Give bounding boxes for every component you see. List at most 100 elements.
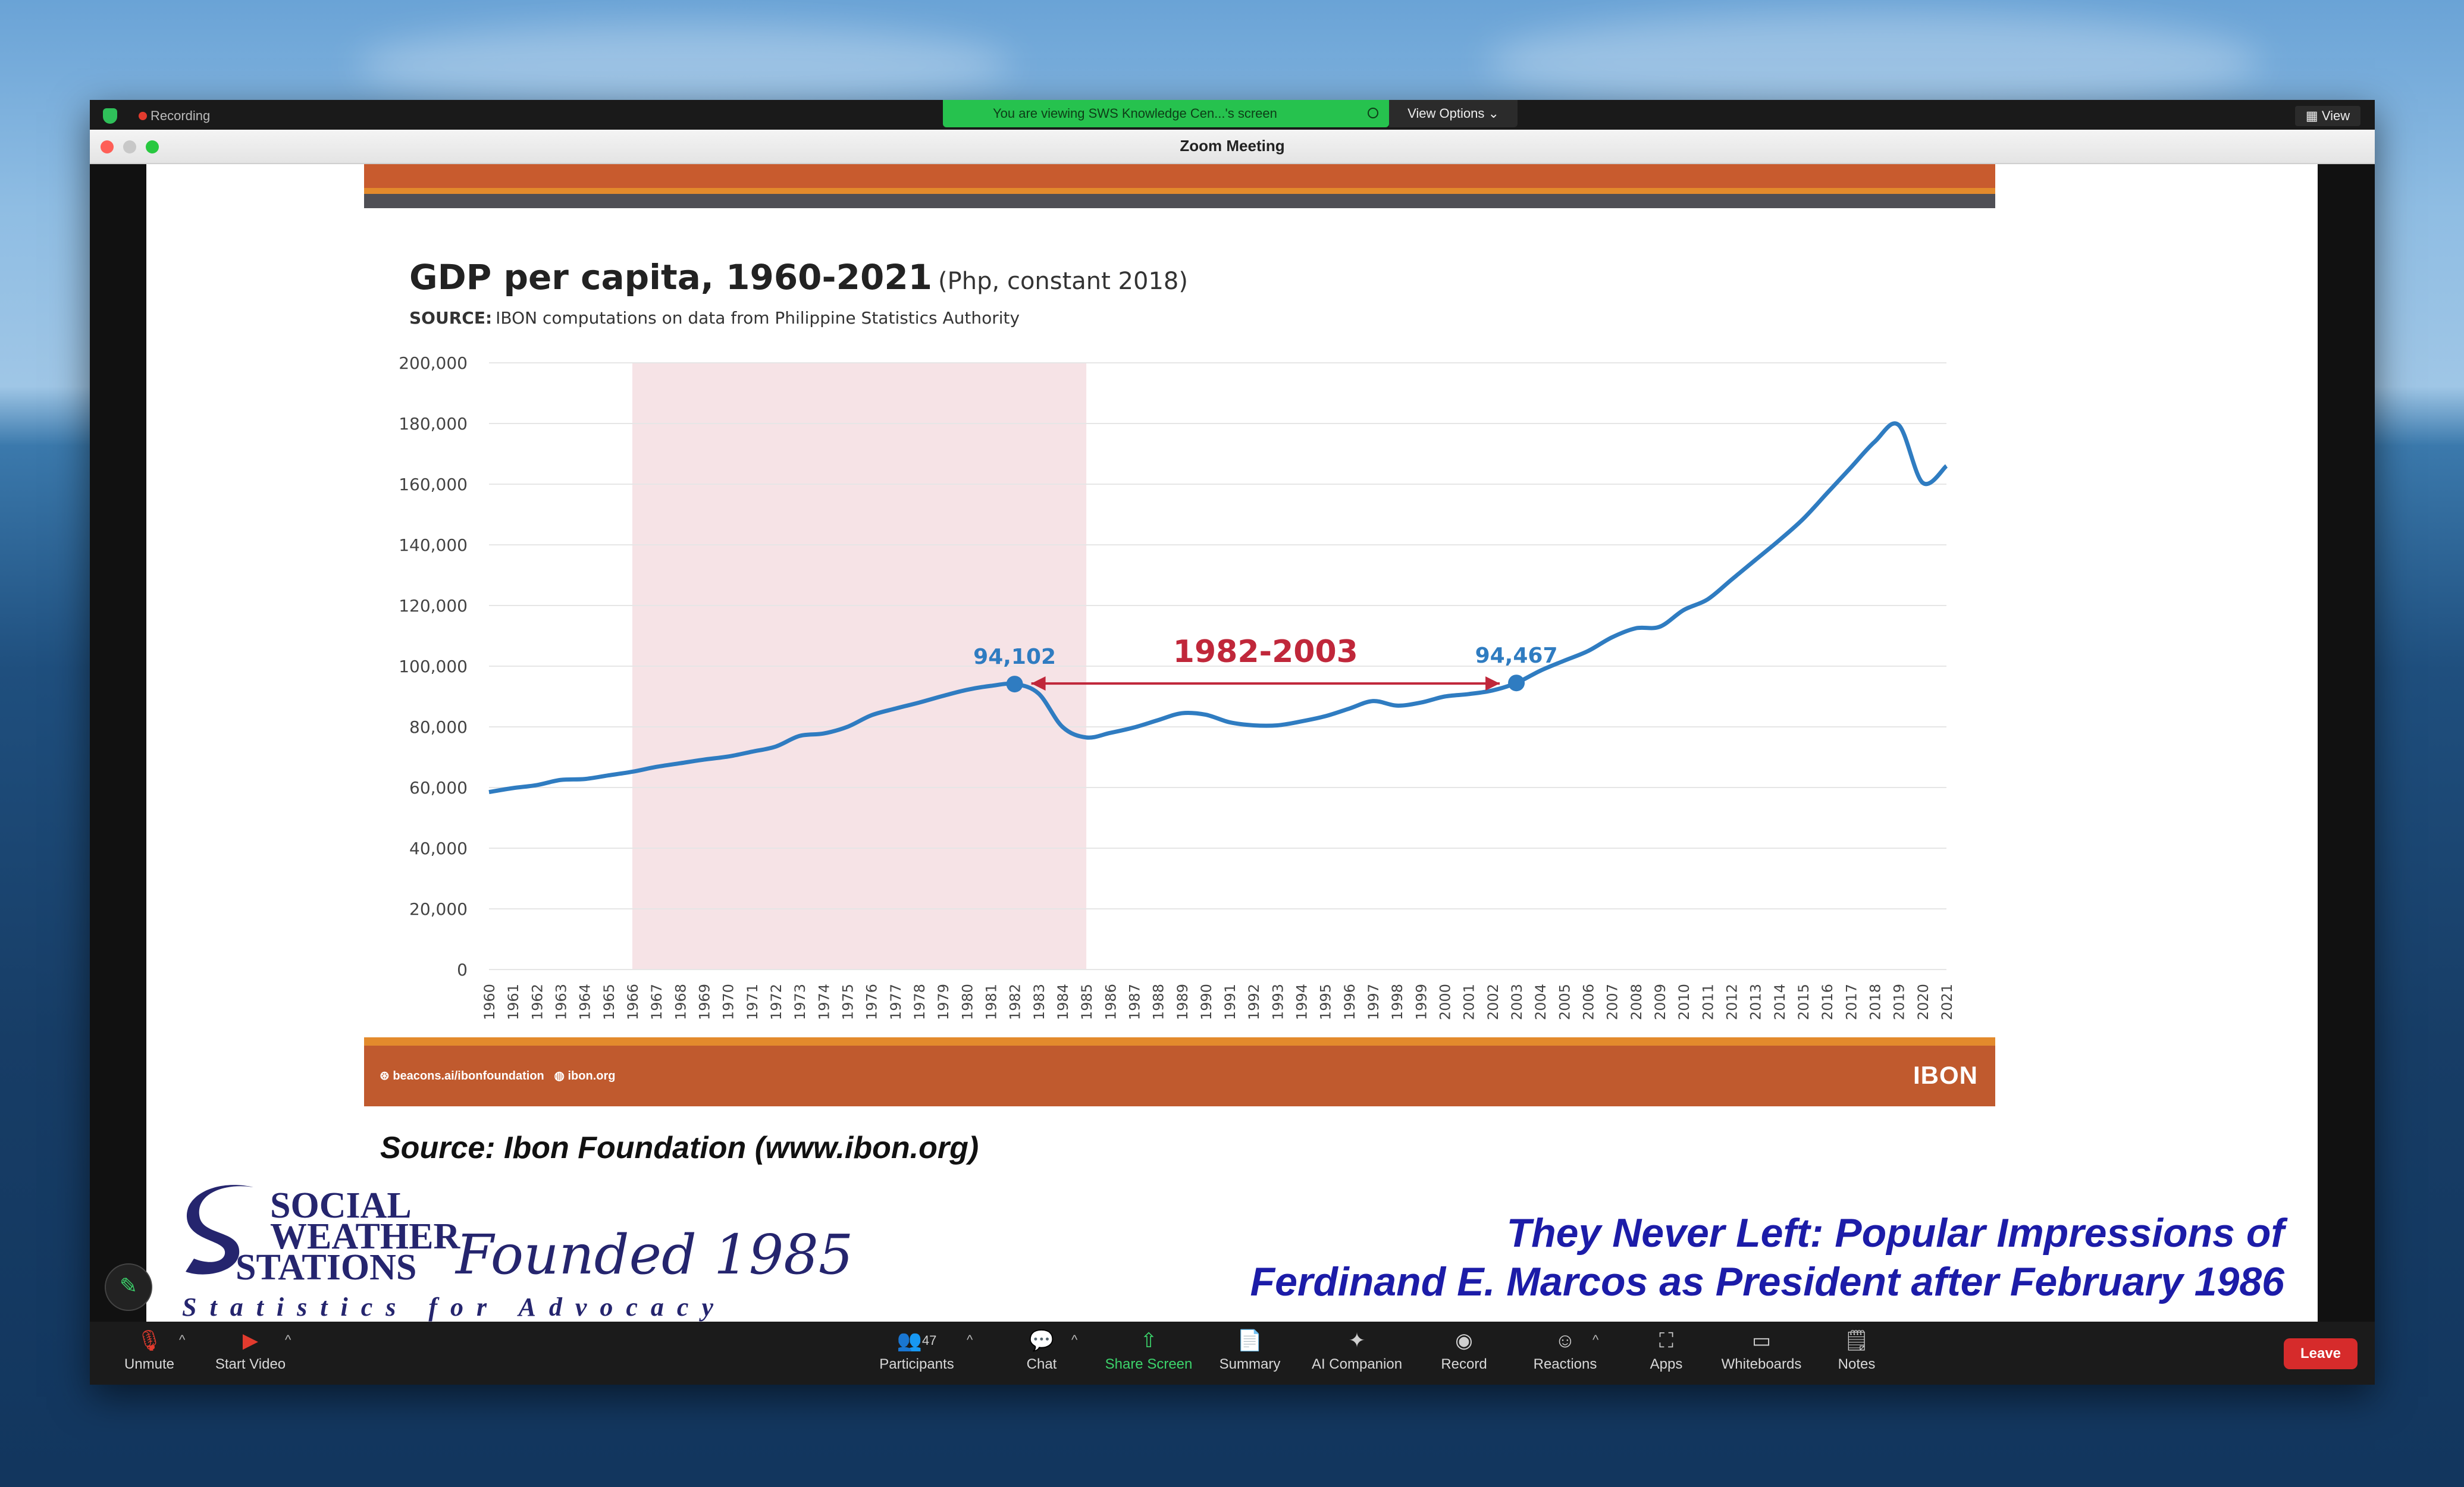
participants-caret[interactable]: ^: [967, 1332, 973, 1347]
reactions-button[interactable]: ☺ Reactions: [1523, 1329, 1607, 1373]
chat-caret[interactable]: ^: [1071, 1332, 1078, 1347]
source-caption: Source: Ibon Foundation (www.ibon.org): [380, 1131, 979, 1165]
y-tick-label: 40,000: [409, 839, 468, 858]
globe-icon: ◍: [554, 1069, 565, 1083]
x-tick-label: 1985: [1079, 984, 1095, 1020]
sws-line3: STATIONS: [236, 1247, 417, 1288]
x-tick-label: 1999: [1413, 984, 1430, 1020]
minimize-window-button[interactable]: [123, 140, 136, 153]
x-tick-label: 2017: [1843, 984, 1860, 1020]
slide-footer-band: [364, 1046, 1995, 1106]
chart-title: GDP per capita, 1960-2021 (Php, constant …: [409, 257, 1188, 297]
view-options-button[interactable]: View Options ⌄: [1389, 100, 1518, 127]
title-bar: Zoom Meeting: [90, 130, 2375, 164]
viewing-banner: You are viewing SWS Knowledge Cen...'s s…: [943, 100, 1389, 127]
x-tick-label: 1988: [1151, 984, 1167, 1020]
x-tick-label: 1983: [1031, 984, 1048, 1020]
x-tick-label: 2000: [1437, 984, 1454, 1020]
chart-plot-area: 0 20,000 40,000 60,000 80,000 100,000 120,000 1…: [399, 353, 1955, 1020]
x-tick-label: 1968: [672, 984, 689, 1020]
x-tick-label: 1991: [1222, 984, 1239, 1020]
x-tick-label: 1966: [625, 984, 641, 1020]
sws-tagline: Statistics for Advocacy: [182, 1293, 726, 1322]
sparkle-icon: ✦: [1348, 1329, 1366, 1352]
x-tick-label: 2001: [1461, 984, 1478, 1020]
view-options-label: View Options: [1407, 106, 1485, 121]
x-tick-label: 1975: [839, 984, 856, 1020]
audio-options-caret[interactable]: ^: [179, 1332, 186, 1347]
apps-icon: ⛶: [1659, 1329, 1673, 1352]
leave-button[interactable]: Leave: [2284, 1338, 2358, 1369]
unmute-button[interactable]: 🎙 Unmute: [114, 1329, 185, 1373]
x-tick-label: 1973: [792, 984, 808, 1020]
x-tick-label: 1993: [1269, 984, 1286, 1020]
record-button[interactable]: ◉ Record: [1428, 1329, 1500, 1373]
video-options-caret[interactable]: ^: [285, 1332, 291, 1347]
apps-button[interactable]: ⛶ Apps: [1637, 1329, 1696, 1373]
maximize-window-button[interactable]: [146, 140, 159, 153]
y-tick-label: 0: [457, 960, 468, 980]
range-arrow-head-right: [1485, 676, 1500, 691]
source-label: SOURCE:: [409, 308, 492, 328]
notes-button[interactable]: 🗒 Notes: [1827, 1329, 1886, 1373]
mic-muted-icon: 🎙: [136, 1329, 162, 1352]
x-tick-label: 2012: [1724, 984, 1741, 1020]
slide-top-dark-band: [364, 194, 1995, 208]
y-tick-label: 160,000: [399, 475, 468, 494]
x-tick-label: 1997: [1365, 984, 1382, 1020]
whiteboards-label: Whiteboards: [1721, 1356, 1802, 1372]
share-screen-label: Share Screen: [1105, 1356, 1193, 1372]
smiley-icon: ☺: [1554, 1329, 1576, 1352]
x-tick-label: 1969: [696, 984, 713, 1020]
start-video-label: Start Video: [215, 1356, 286, 1372]
x-tick-label: 2011: [1700, 984, 1716, 1020]
whiteboards-button[interactable]: ▭ Whiteboards: [1714, 1329, 1809, 1373]
point-label: 94,102: [973, 645, 1056, 669]
video-off-icon: ▶: [242, 1329, 259, 1352]
x-tick-label: 1962: [529, 984, 546, 1020]
x-tick-label: 2021: [1939, 984, 1955, 1020]
highlight-point: [1508, 675, 1525, 692]
reactions-label: Reactions: [1533, 1356, 1597, 1372]
x-tick-label: 1981: [983, 984, 999, 1020]
x-tick-label: 2015: [1795, 984, 1812, 1020]
summary-label: Summary: [1219, 1356, 1281, 1372]
annotate-pencil-button[interactable]: ✎: [105, 1263, 152, 1311]
x-tick-label: 2020: [1915, 984, 1932, 1020]
security-shield-icon[interactable]: [103, 108, 117, 124]
grid-icon: ▦: [2305, 108, 2318, 123]
x-tick-label: 1976: [864, 984, 880, 1020]
summary-icon: 📄: [1237, 1329, 1263, 1352]
reactions-caret[interactable]: ^: [1592, 1332, 1599, 1347]
participants-button[interactable]: 👥47 Participants: [869, 1329, 964, 1373]
x-tick-label: 1977: [888, 984, 904, 1020]
x-tick-label: 2014: [1772, 984, 1788, 1020]
x-tick-label: 1982: [1007, 984, 1024, 1020]
summary-button[interactable]: 📄 Summary: [1208, 1329, 1291, 1373]
start-video-button[interactable]: ▶ Start Video: [203, 1329, 298, 1373]
ai-companion-button[interactable]: ✦ AI Companion: [1303, 1329, 1410, 1373]
sws-line2: WEATHER: [270, 1216, 460, 1257]
x-tick-label: 1960: [481, 984, 498, 1020]
gdp-chart: GDP per capita, 1960-2021 (Php, constant …: [399, 257, 1955, 1020]
x-tick-label: 2013: [1748, 984, 1764, 1020]
view-button[interactable]: ▦ View: [2295, 106, 2360, 126]
x-tick-label: 2010: [1676, 984, 1692, 1020]
point-label: 94,467: [1475, 644, 1558, 668]
x-tick-label: 2006: [1581, 984, 1597, 1020]
unmute-label: Unmute: [124, 1356, 175, 1372]
chat-button[interactable]: 💬 Chat: [1006, 1329, 1077, 1373]
x-tick-label: 1964: [577, 984, 594, 1020]
y-tick-label: 100,000: [399, 657, 468, 676]
record-icon: ◉: [1455, 1329, 1473, 1352]
link-icon: ⊛: [380, 1069, 390, 1083]
x-tick-label: 2002: [1485, 984, 1501, 1020]
view-label: View: [2321, 108, 2350, 123]
slide-bottom-stripe: [364, 1037, 1995, 1046]
close-window-button[interactable]: [101, 140, 114, 153]
share-screen-button[interactable]: ⇧ Share Screen: [1095, 1329, 1202, 1373]
footer-link-beacons: beacons.ai/ibonfoundation: [393, 1069, 544, 1083]
x-tick-label: 1986: [1102, 984, 1119, 1020]
status-ring-icon: [1368, 108, 1378, 118]
sky-cloud: [357, 24, 1011, 107]
